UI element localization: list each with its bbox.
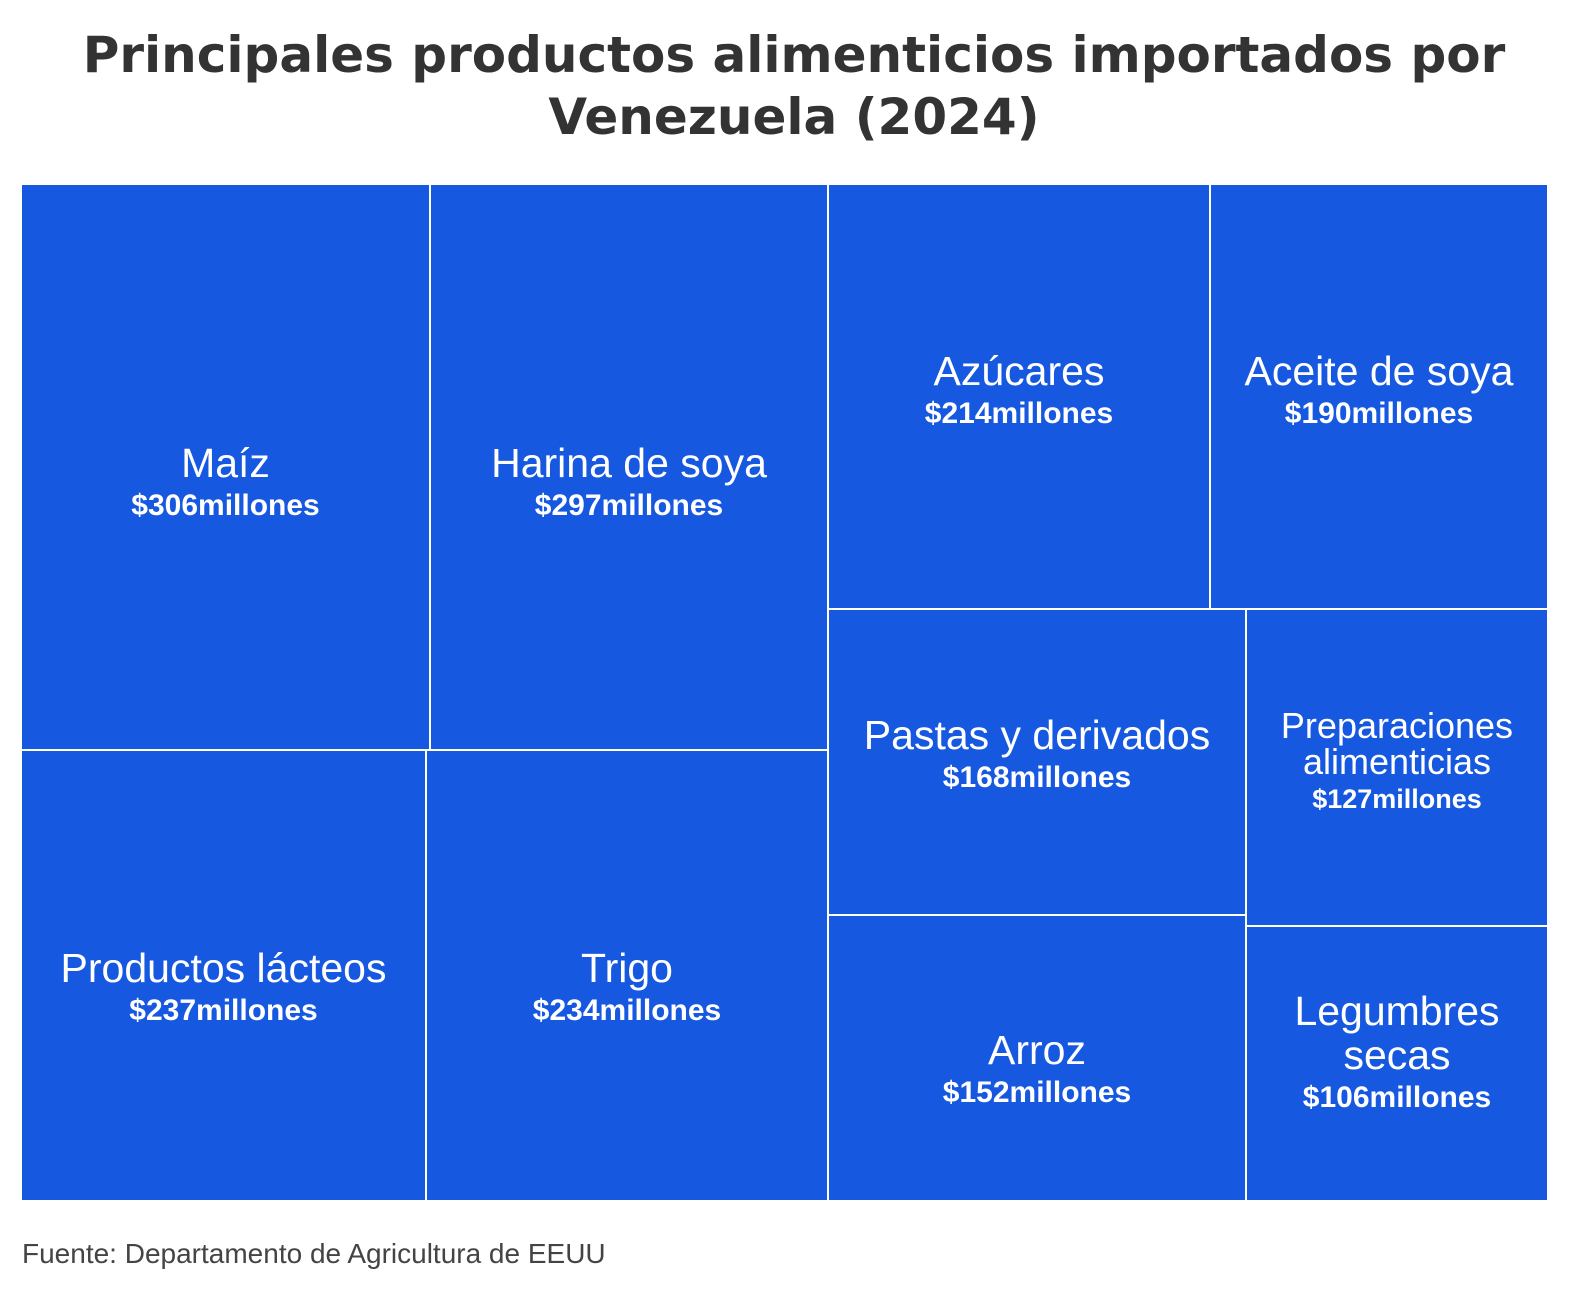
tile-text: Pastas y derivados $168millones [829, 713, 1245, 797]
tile-aceite-de-soya[interactable]: Aceite de soya $190millones [1211, 185, 1549, 610]
tile-text: Arroz $152millones [829, 1028, 1245, 1112]
tile-text: Productos lácteos $237millones [22, 946, 425, 1030]
tile-value: $297millones [534, 489, 724, 522]
tile-value: $234millones [532, 994, 722, 1027]
tile-label: Harina de soya [491, 440, 767, 486]
tile-value: $306millones [131, 489, 320, 522]
tile-value: $190millones [1284, 397, 1474, 430]
tile-azucares[interactable]: Azúcares $214millones [829, 185, 1211, 610]
tile-label: Productos lácteos [60, 945, 387, 991]
tile-arroz[interactable]: Arroz $152millones [829, 916, 1247, 1202]
tile-pastas-y-derivados[interactable]: Pastas y derivados $168millones [829, 610, 1247, 916]
tile-label: Maíz [181, 440, 270, 486]
tile-trigo[interactable]: Trigo $234millones [427, 751, 829, 1202]
tile-value: $127millones [1312, 784, 1482, 814]
chart-title: Principales productos alimenticios impor… [82, 26, 1506, 146]
tile-label: Legumbres secas [1294, 988, 1500, 1078]
tile-label: Arroz [988, 1027, 1086, 1073]
tile-label: Trigo [581, 945, 673, 991]
tile-value: $168millones [942, 761, 1132, 794]
treemap: Maíz $306millones Harina de soya $297mil… [22, 185, 1549, 1202]
tile-preparaciones-alimenticias[interactable]: Preparaciones alimenticias $127millones [1247, 610, 1549, 927]
tile-value: $106millones [1302, 1081, 1492, 1114]
tile-value: $214millones [924, 397, 1114, 430]
tile-label: Pastas y derivados [863, 712, 1211, 758]
tile-text: Preparaciones alimenticias $127millones [1247, 708, 1547, 816]
tile-label: Azúcares [933, 348, 1105, 394]
tile-value: $152millones [942, 1076, 1132, 1109]
tile-text: Aceite de soya $190millones [1211, 349, 1547, 433]
tile-text: Legumbres secas $106millones [1247, 989, 1547, 1117]
tile-legumbres-secas[interactable]: Legumbres secas $106millones [1247, 927, 1549, 1202]
tile-label: Preparaciones alimenticias [1280, 705, 1514, 782]
source-note: Fuente: Departamento de Agricultura de E… [22, 1238, 606, 1269]
tile-maiz[interactable]: Maíz $306millones [22, 185, 431, 751]
tile-text: Maíz $306millones [22, 441, 429, 525]
tile-value: $237millones [129, 994, 318, 1027]
tile-label: Aceite de soya [1244, 348, 1514, 394]
tile-text: Trigo $234millones [427, 946, 827, 1030]
tile-harina-de-soya[interactable]: Harina de soya $297millones [431, 185, 829, 751]
tile-text: Azúcares $214millones [829, 349, 1209, 433]
tile-text: Harina de soya $297millones [431, 441, 827, 525]
tile-productos-lacteos[interactable]: Productos lácteos $237millones [22, 751, 427, 1202]
